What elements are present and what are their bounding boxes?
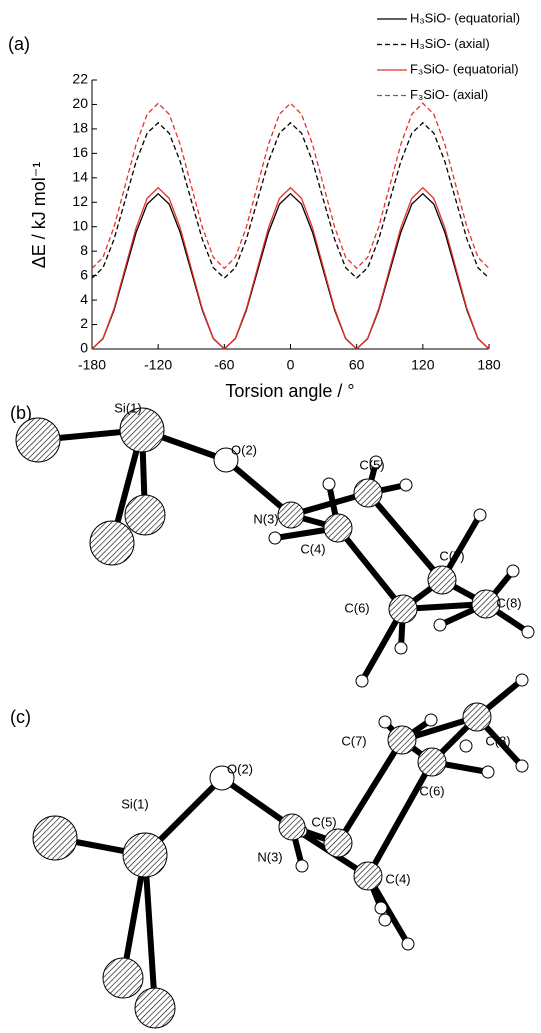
y-tick-label: 2: [80, 315, 88, 331]
hydrogen: [296, 860, 308, 872]
hydrogen: [379, 716, 391, 728]
x-tick-label: 120: [411, 357, 435, 373]
atom-label: C(7): [439, 548, 464, 563]
atom-label: C(6): [344, 600, 369, 615]
y-tick-label: 22: [72, 71, 88, 87]
x-tick-label: -60: [214, 357, 234, 373]
hydrogen: [474, 509, 486, 521]
atom: [123, 833, 167, 877]
hydrogen: [269, 532, 281, 544]
x-tick-label: -180: [78, 357, 106, 373]
hydrogen: [395, 642, 407, 654]
x-tick-label: -120: [144, 357, 172, 373]
data-line: [92, 103, 489, 268]
y-tick-label: 6: [80, 266, 88, 282]
atom: [90, 521, 134, 565]
hydrogen: [482, 766, 494, 778]
y-axis-label: ΔE / kJ mol⁻¹: [29, 162, 49, 269]
atom: [354, 479, 382, 507]
atom: [418, 748, 446, 776]
y-tick-label: 16: [72, 144, 88, 160]
y-tick-label: 14: [72, 169, 88, 185]
atom: [354, 862, 382, 890]
atom-label: Si(1): [114, 400, 141, 415]
data-line: [92, 194, 489, 349]
hydrogen: [323, 478, 335, 490]
atom: [125, 495, 165, 535]
atom: [428, 566, 456, 594]
y-tick-label: 12: [72, 193, 88, 209]
atom-label: C(7): [341, 733, 366, 748]
panel-label: (a): [8, 34, 30, 54]
bond: [368, 493, 442, 580]
atom: [463, 703, 491, 731]
atom-label: C(8): [496, 595, 521, 610]
hydrogen: [434, 619, 446, 631]
y-tick-label: 0: [80, 340, 88, 356]
atom-label: O(2): [227, 761, 253, 776]
legend-label: H₃SiO- (equatorial): [410, 10, 520, 25]
atom-label: O(2): [231, 442, 257, 457]
hydrogen: [375, 902, 387, 914]
legend-label: F₃SiO- (axial): [410, 87, 488, 102]
atom-label: C(8): [485, 733, 510, 748]
atom: [388, 726, 416, 754]
hydrogen: [460, 740, 472, 752]
atom: [103, 958, 143, 998]
x-tick-label: 0: [287, 357, 295, 373]
y-tick-label: 8: [80, 242, 88, 258]
atom-label: C(5): [311, 814, 336, 829]
hydrogen: [507, 565, 519, 577]
hydrogen: [516, 674, 528, 686]
legend-label: H₃SiO- (axial): [410, 36, 490, 51]
x-tick-label: 180: [477, 357, 501, 373]
axis-frame: [92, 80, 489, 349]
hydrogen: [379, 914, 391, 926]
panel-label: (c): [10, 707, 31, 727]
atom-label: C(4): [300, 541, 325, 556]
figure: (a) Torsion angle / ° ΔE / kJ mol⁻¹ (b) …: [0, 0, 541, 1033]
bond: [338, 528, 403, 609]
y-tick-label: 20: [72, 95, 88, 111]
y-tick-label: 10: [72, 217, 88, 233]
atom: [16, 418, 60, 462]
atom: [278, 502, 304, 528]
page: (a) Torsion angle / ° ΔE / kJ mol⁻¹ (b) …: [0, 0, 541, 1033]
atom: [135, 988, 175, 1028]
atom-label: C(4): [385, 871, 410, 886]
hydrogen: [522, 626, 534, 638]
x-axis-label: Torsion angle / °: [225, 381, 354, 401]
y-tick-label: 18: [72, 120, 88, 136]
atom: [389, 595, 417, 623]
y-tick-label: 4: [80, 291, 88, 307]
atom-label: N(3): [253, 511, 278, 526]
atom-label: N(3): [257, 849, 282, 864]
atom: [279, 814, 305, 840]
atom: [33, 816, 77, 860]
atom: [324, 829, 352, 857]
hydrogen: [356, 675, 368, 687]
atom: [324, 514, 352, 542]
hydrogen: [425, 714, 437, 726]
hydrogen: [402, 938, 414, 950]
legend-label: F₃SiO- (equatorial): [410, 61, 519, 76]
atom-label: C(6): [419, 783, 444, 798]
atom-label: Si(1): [121, 796, 148, 811]
bond: [145, 855, 155, 1008]
hydrogen: [400, 479, 412, 491]
atom-label: C(5): [359, 457, 384, 472]
data-line: [92, 188, 489, 349]
x-tick-label: 60: [349, 357, 365, 373]
hydrogen: [516, 760, 528, 772]
